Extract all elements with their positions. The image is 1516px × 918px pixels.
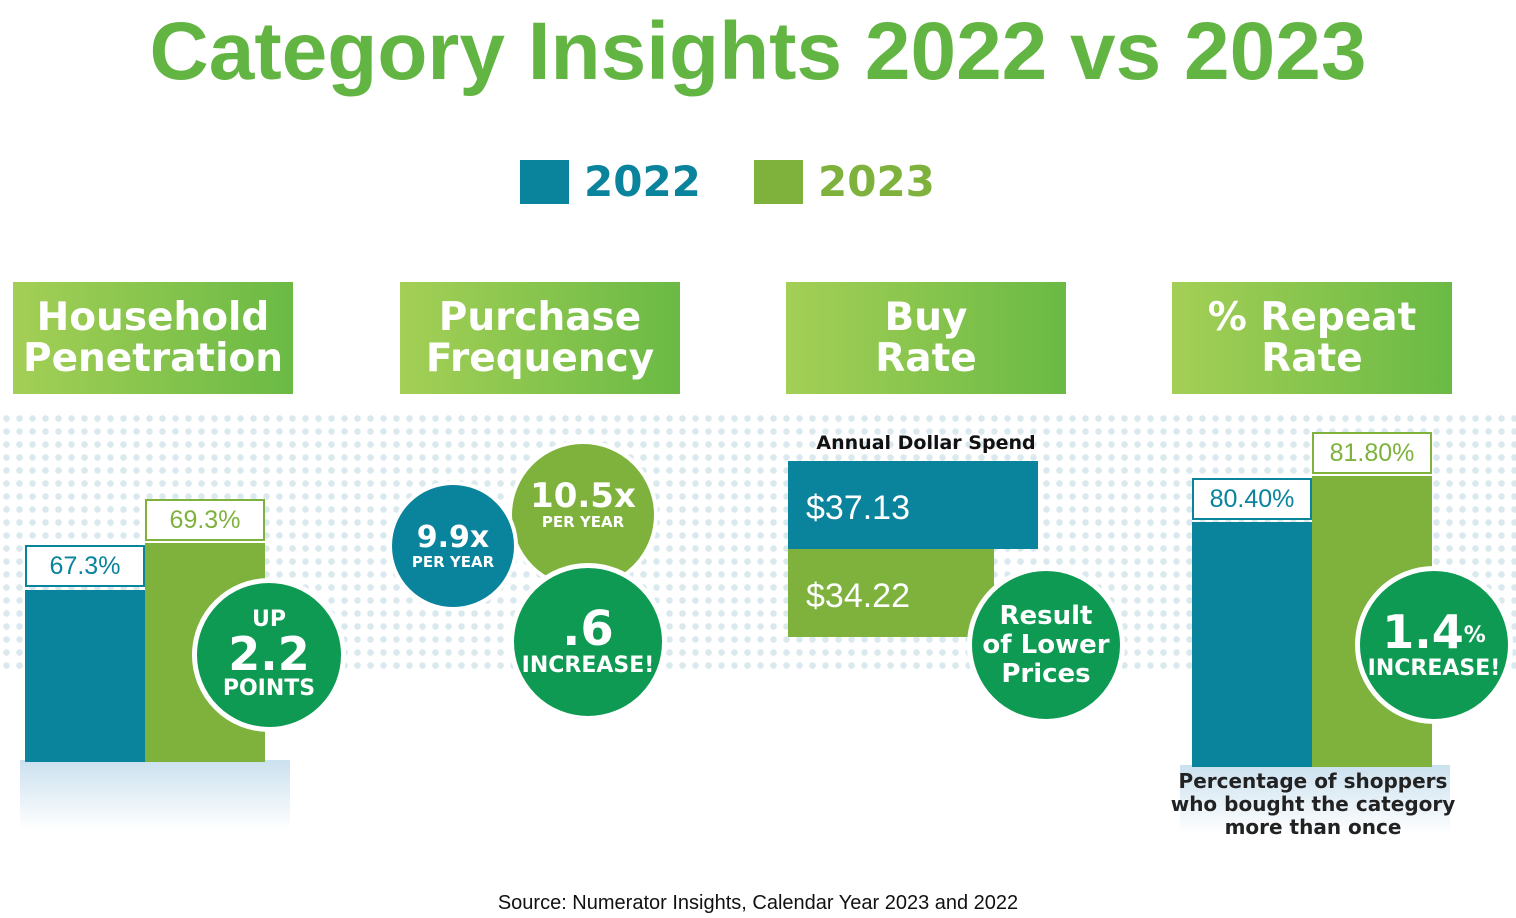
bubble-2023: 10.5x PER YEAR <box>508 440 658 590</box>
legend-swatch-2023 <box>754 160 803 204</box>
bar-2023-buy-rate: $34.22 <box>788 549 994 637</box>
legend-label-2022: 2022 <box>584 157 701 206</box>
heading-line: Frequency <box>425 336 655 381</box>
badge-text: Prices <box>1001 658 1091 689</box>
badge-value: .6 <box>562 601 614 657</box>
bar-value-label: $34.22 <box>806 577 910 615</box>
legend-swatch-2022 <box>520 160 569 204</box>
value-label-2023: 81.80% <box>1312 432 1432 474</box>
chart-caption: Annual Dollar Spend <box>816 432 1036 454</box>
bar-2022-buy-rate: $37.13 <box>788 461 1038 549</box>
caption-line: Percentage of shoppers <box>1178 769 1448 793</box>
heading-line: Buy <box>884 295 968 340</box>
bubble-unit: PER YEAR <box>411 553 495 571</box>
page-title: Category Insights 2022 vs 2023 <box>149 6 1367 97</box>
change-badge: UP 2.2 POINTS <box>192 578 346 732</box>
badge-value-group: 1.4% <box>1382 608 1486 656</box>
panel-heading-household: Household Penetration <box>13 282 293 394</box>
legend-label-2023: 2023 <box>818 157 935 206</box>
bubble-unit: PER YEAR <box>541 513 625 531</box>
badge-value: 1.4 <box>1382 605 1464 659</box>
badge-text: INCREASE! <box>1367 656 1501 681</box>
bubble-value: 10.5x <box>530 476 636 516</box>
change-badge: Result of Lower Prices <box>967 566 1125 724</box>
badge-text: INCREASE! <box>521 653 655 678</box>
value-label-2022: 67.3% <box>25 545 145 587</box>
caption-line: more than once <box>1224 815 1402 839</box>
change-badge: .6 INCREASE! <box>509 563 667 721</box>
badge-text: Result <box>999 600 1093 631</box>
heading-line: Purchase <box>438 295 642 340</box>
repeat-caption: Percentage of shoppers who bought the ca… <box>1170 770 1456 839</box>
badge-text: of Lower <box>982 629 1110 660</box>
panel-heading-buy-rate: Buy Rate <box>786 282 1066 394</box>
bar-2022-household <box>25 590 145 762</box>
value-label-2023: 69.3% <box>145 499 265 541</box>
heading-line: Rate <box>875 336 977 381</box>
heading-line: Penetration <box>22 336 283 381</box>
badge-value: 2.2 <box>228 627 310 681</box>
heading-line: Household <box>36 295 270 340</box>
bubble-2022: 9.9x PER YEAR <box>388 481 518 611</box>
bar-2022-repeat <box>1192 522 1312 767</box>
caption-line: who bought the category <box>1170 792 1456 816</box>
panel-heading-repeat: % Repeat Rate <box>1172 282 1452 394</box>
change-badge: 1.4% INCREASE! <box>1355 566 1513 724</box>
heading-line: % Repeat <box>1207 295 1417 340</box>
bar-value-label: $37.13 <box>806 489 910 527</box>
panel-heading-frequency: Purchase Frequency <box>400 282 680 394</box>
value-label-2022: 80.40% <box>1192 478 1312 520</box>
badge-text: POINTS <box>222 676 316 701</box>
source-note: Source: Numerator Insights, Calendar Yea… <box>497 892 1019 914</box>
badge-text: UP <box>252 607 286 632</box>
badge-percent-sign: % <box>1463 623 1486 648</box>
bar-reflection <box>1180 765 1450 835</box>
bar-reflection <box>20 760 290 830</box>
bubble-value: 9.9x <box>416 520 490 555</box>
heading-line: Rate <box>1261 336 1363 381</box>
